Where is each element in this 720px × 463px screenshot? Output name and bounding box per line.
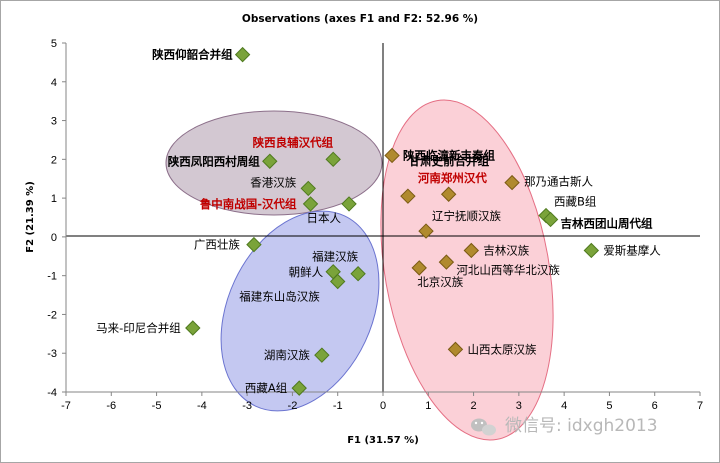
data-point-label: 马来-印尼合并组	[96, 321, 181, 335]
data-point-label: 湖南汉族	[264, 348, 310, 362]
x-tick-label: 1	[425, 400, 431, 412]
data-point	[234, 46, 251, 63]
ticks-layer: -7 -6 -5 -4 -3 -2 -1 0 1 2 3 4 5 6 7 -4 -3 -2 -1 0 1 2 3 4 5	[47, 38, 703, 412]
data-point	[438, 254, 455, 270]
data-point	[330, 273, 346, 290]
data-point	[291, 380, 307, 396]
x-tick-label: 4	[561, 400, 567, 412]
data-point-label: 广西壮族	[194, 238, 240, 252]
data-point-label: 陕西良辅汉代组	[253, 135, 334, 149]
data-point	[418, 223, 434, 239]
y-tick-label: -3	[47, 348, 57, 360]
y-tick-label: 3	[51, 116, 57, 128]
data-point-label: 西藏B组	[554, 195, 597, 209]
data-point	[504, 174, 520, 191]
x-tick-label: 7	[697, 400, 703, 412]
y-tick-label: 1	[51, 193, 57, 205]
data-point	[384, 147, 400, 164]
data-point-label: 山西太原汉族	[467, 342, 536, 356]
data-point	[341, 196, 357, 212]
x-tick-label: 2	[471, 400, 477, 412]
data-point-label: 朝鲜人	[289, 265, 324, 279]
data-point-label: 日本人	[307, 211, 342, 225]
data-point-label: 陕西凤阳西村周组	[168, 154, 260, 168]
x-axis-title: F1 (31.57 %)	[347, 435, 419, 446]
data-point-label: 河北山西等华北汉族	[456, 263, 560, 277]
data-point-label: 福建东山岛汉族	[239, 289, 320, 303]
y-tick-label: -4	[47, 387, 57, 399]
data-point-label: 甘肃史前合并组	[409, 154, 490, 168]
data-point-label: 吉林汉族	[483, 243, 529, 257]
data-point	[350, 266, 366, 282]
wechat-icon	[471, 418, 496, 436]
x-tick-label: -1	[333, 400, 343, 412]
data-point-label: 那乃通古斯人	[524, 175, 593, 189]
data-point	[447, 341, 464, 358]
data-point	[542, 211, 559, 228]
data-point-label: 陕西临潼新丰秦组	[403, 148, 495, 162]
data-point-label: 香港汉族	[250, 175, 296, 189]
data-point-label: 北京汉族	[417, 275, 463, 289]
y-tick-label: 2	[51, 154, 57, 166]
data-point	[325, 151, 341, 168]
data-point-label: 辽宁抚顺汉族	[432, 209, 501, 223]
data-point-label: 爱斯基摩人	[603, 243, 661, 257]
y-tick-label: 4	[51, 77, 57, 89]
x-tick-label: -3	[242, 400, 252, 412]
data-point	[262, 153, 278, 169]
data-point	[314, 347, 330, 363]
watermark-text: 微信号: idxgh2013	[505, 416, 658, 436]
chart-title: Observations (axes F1 and F2: 52.96 %)	[242, 13, 478, 25]
data-point-label: 河南郑州汉代	[418, 171, 487, 185]
data-point	[583, 242, 600, 259]
wechat-watermark: 微信号: idxgh2013	[471, 416, 658, 436]
x-tick-label: -7	[61, 400, 71, 412]
data-point	[440, 186, 457, 202]
x-tick-label: 6	[652, 400, 658, 412]
blue-cluster-ellipse	[220, 210, 380, 412]
data-point	[463, 242, 480, 259]
y-axis-title: F2 (21.39 %)	[25, 181, 36, 253]
data-point-label: 吉林西团山周代组	[561, 216, 653, 230]
x-tick-label: -2	[288, 400, 298, 412]
data-point	[300, 180, 316, 197]
y-tick-label: -1	[47, 271, 57, 283]
x-tick-label: 3	[516, 400, 522, 412]
data-point	[185, 320, 201, 336]
y-tick-label: 0	[51, 232, 57, 244]
data-point	[302, 196, 319, 212]
data-point-label: 鲁中南战国-汉代组	[200, 197, 297, 211]
y-tick-label: -2	[47, 309, 57, 321]
data-point	[246, 236, 262, 253]
data-point	[411, 260, 427, 276]
x-tick-label: -4	[197, 400, 207, 412]
x-tick-label: 0	[380, 400, 386, 412]
y-tick-label: 5	[51, 38, 57, 50]
points-layer: 陕西仰韶合并组陕西良辅汉代组陕西凤阳西村周组香港汉族鲁中南战国-汉代组日本人广西…	[96, 46, 661, 396]
x-tick-label: 5	[606, 400, 612, 412]
data-point-label: 陕西仰韶合并组	[152, 48, 233, 62]
data-point	[400, 188, 416, 204]
data-point-label: 西藏A组	[245, 381, 288, 395]
x-tick-label: -5	[152, 400, 162, 412]
data-point-label: 福建汉族	[312, 250, 358, 264]
x-tick-label: -6	[106, 400, 116, 412]
